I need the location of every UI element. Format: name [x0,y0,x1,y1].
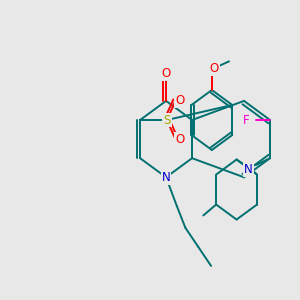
Text: F: F [243,113,250,127]
Text: N: N [244,163,253,176]
Text: O: O [175,133,184,146]
Text: O: O [209,62,219,75]
Text: N: N [162,171,170,184]
Text: S: S [163,113,171,127]
Text: O: O [175,94,184,107]
Text: O: O [161,67,171,80]
